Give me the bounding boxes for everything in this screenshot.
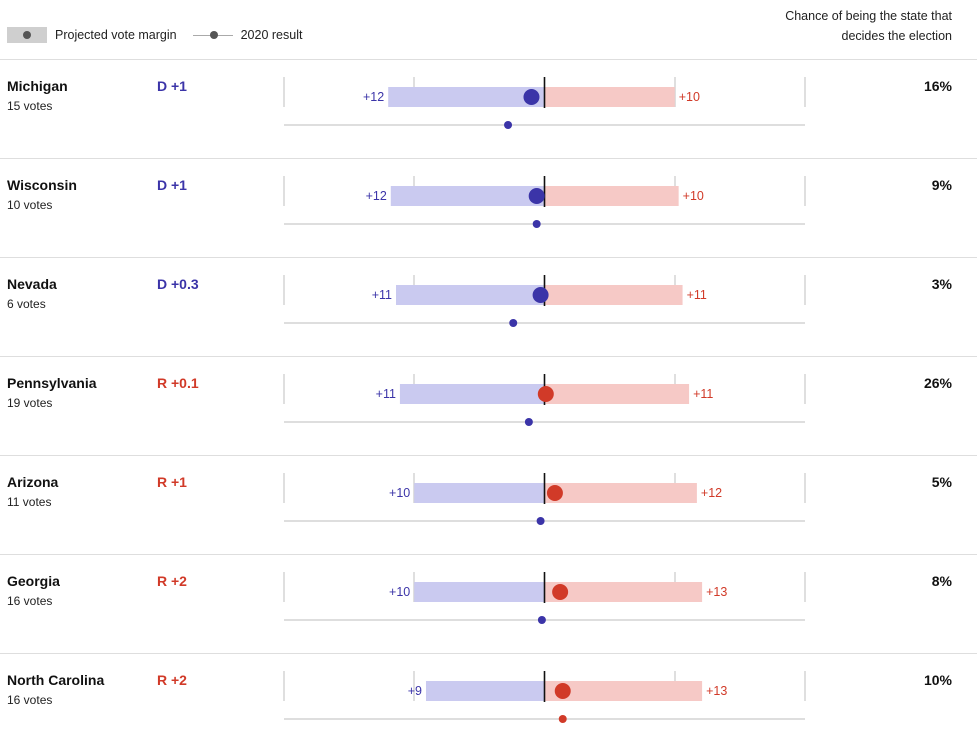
decisive-chance-value: 5% — [931, 474, 952, 490]
state-row: Wisconsin 10 votes D +1 9% +12 +10 — [0, 158, 977, 257]
projected-margin-label: R +1 — [157, 474, 187, 490]
dem-range-bar — [390, 186, 545, 206]
legend-projected-label: Projected vote margin — [55, 28, 177, 42]
decisive-chance-value: 10% — [923, 672, 952, 688]
rep-range-bar — [544, 582, 703, 602]
state-votes: 15 votes — [7, 99, 53, 113]
rep-range-label: +13 — [706, 684, 727, 698]
dem-range-bar — [414, 582, 545, 602]
state-votes: 19 votes — [7, 396, 53, 410]
state-row: North Carolina 16 votes R +2 10% +9 +13 — [0, 653, 977, 749]
state-votes: 10 votes — [7, 198, 53, 212]
rep-range-bar — [544, 285, 683, 305]
projected-margin-dot-icon — [23, 31, 31, 39]
rep-range-bar — [544, 384, 690, 404]
projected-margin-dot — [552, 584, 569, 600]
dem-range-bar — [399, 384, 545, 404]
dem-range-bar — [388, 87, 545, 107]
state-plot: +9 +13 — [283, 671, 806, 723]
projected-margin-dot — [523, 89, 540, 105]
projected-margin-dot — [554, 683, 571, 699]
projected-margin-dot — [546, 485, 563, 501]
rep-range-label: +11 — [687, 288, 707, 302]
state-row: Pennsylvania 19 votes R +0.1 26% +11 +11 — [0, 356, 977, 455]
rep-range-label: +10 — [679, 90, 700, 104]
state-votes: 6 votes — [7, 297, 46, 311]
dem-range-label: +9 — [408, 684, 422, 698]
legend-result-label: 2020 result — [240, 28, 303, 42]
decisive-chance-value: 3% — [931, 276, 952, 292]
dem-range-bar — [396, 285, 545, 305]
dem-range-label: +11 — [372, 288, 392, 302]
rep-range-label: +13 — [706, 585, 727, 599]
projected-margin-label: R +2 — [157, 672, 187, 688]
rep-range-label: +11 — [693, 387, 713, 401]
dem-range-label: +10 — [389, 585, 410, 599]
legend: Projected vote margin 2020 result — [7, 26, 302, 44]
state-plot: +12 +10 — [283, 176, 806, 228]
rep-range-bar — [544, 681, 703, 701]
projected-margin-dot — [532, 287, 549, 303]
result-2020-dot — [504, 121, 513, 129]
projected-margin-label: D +1 — [157, 78, 187, 94]
decisive-chance-value: 9% — [931, 177, 952, 193]
projected-margin-dot — [537, 386, 554, 402]
state-plot: +10 +12 — [283, 473, 806, 525]
dem-range-label: +10 — [389, 486, 410, 500]
result-2020-swatch — [192, 27, 233, 43]
projected-margin-label: D +0.3 — [157, 276, 199, 292]
state-name: Pennsylvania — [7, 375, 97, 391]
state-name: Arizona — [7, 474, 59, 490]
decisive-chance-value: 26% — [923, 375, 952, 391]
rep-range-bar — [544, 186, 679, 206]
result-2020-dot — [509, 319, 518, 327]
rep-range-bar — [544, 87, 675, 107]
result-2020-dot-icon — [209, 31, 218, 39]
dem-range-bar — [414, 483, 545, 503]
result-2020-dot — [536, 517, 545, 525]
state-name: Michigan — [7, 78, 68, 94]
state-name: North Carolina — [7, 672, 105, 688]
result-2020-dot — [558, 715, 567, 723]
projected-margin-swatch — [7, 27, 47, 43]
projected-margin-label: D +1 — [157, 177, 187, 193]
dem-range-bar — [425, 681, 545, 701]
state-plot: +11 +11 — [283, 374, 806, 426]
chance-header: Chance of being the state that decides t… — [722, 6, 952, 46]
rep-range-label: +10 — [683, 189, 704, 203]
state-row: Nevada 6 votes D +0.3 3% +11 +11 — [0, 257, 977, 356]
projected-margin-label: R +2 — [157, 573, 187, 589]
chance-header-line1: Chance of being the state that — [785, 9, 952, 23]
projected-margin-label: R +0.1 — [157, 375, 199, 391]
state-plot: +12 +10 — [283, 77, 806, 129]
state-plot: +11 +11 — [283, 275, 806, 327]
state-row: Arizona 11 votes R +1 5% +10 +12 — [0, 455, 977, 554]
result-2020-dot — [524, 418, 533, 426]
state-name: Nevada — [7, 276, 57, 292]
dem-range-label: +11 — [376, 387, 396, 401]
rep-range-bar — [544, 483, 697, 503]
projected-margin-dot — [528, 188, 545, 204]
rep-range-label: +12 — [701, 486, 722, 500]
chance-header-line2: decides the election — [841, 29, 953, 43]
dem-range-label: +12 — [363, 90, 384, 104]
state-name: Georgia — [7, 573, 60, 589]
dem-range-label: +12 — [366, 189, 387, 203]
decisive-chance-value: 8% — [931, 573, 952, 589]
result-2020-dot — [532, 220, 541, 228]
state-votes: 11 votes — [7, 495, 52, 509]
result-2020-dot — [537, 616, 546, 624]
state-plot: +10 +13 — [283, 572, 806, 624]
state-row: Michigan 15 votes D +1 16% +12 +10 — [0, 59, 977, 158]
state-votes: 16 votes — [7, 594, 53, 608]
decisive-chance-value: 16% — [923, 78, 952, 94]
state-votes: 16 votes — [7, 693, 53, 707]
state-name: Wisconsin — [7, 177, 77, 193]
state-row: Georgia 16 votes R +2 8% +10 +13 — [0, 554, 977, 653]
